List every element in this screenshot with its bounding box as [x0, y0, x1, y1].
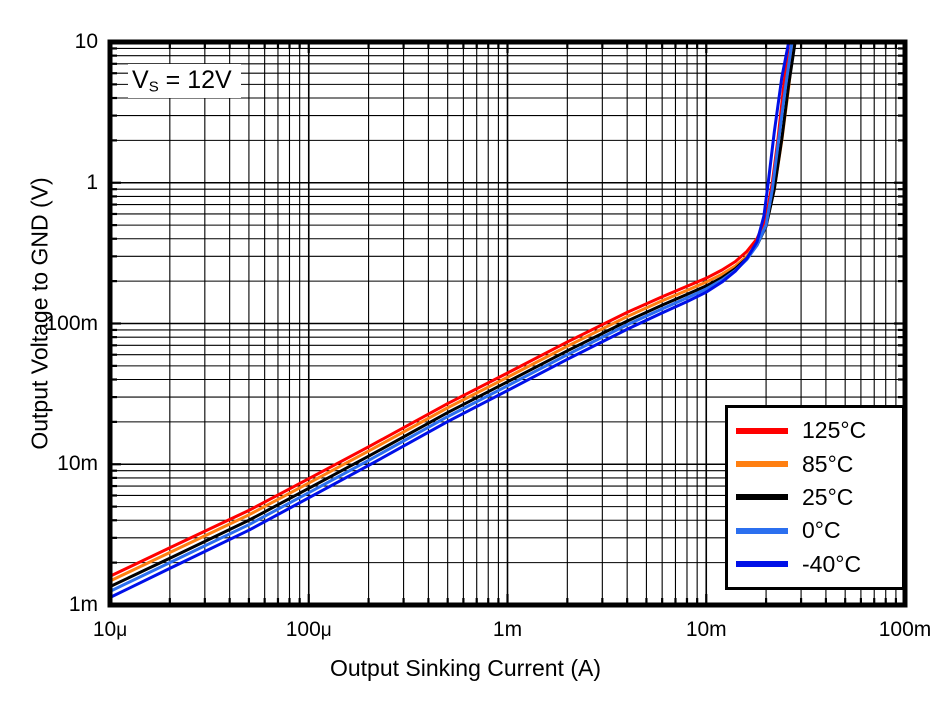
y-tick-label: 1: [86, 170, 98, 194]
x-tick-value: 1m: [492, 618, 523, 641]
y-tick-label: 10m: [57, 452, 98, 476]
x-tick-label: 100μ: [286, 618, 332, 642]
legend-swatch-25c: [736, 494, 788, 501]
x-tick-unit-prefix: μ: [320, 620, 332, 641]
axis-ticks: [108, 40, 907, 607]
legend-label-0c: 0°C: [802, 517, 841, 544]
y-tick-label: 1m: [68, 593, 98, 616]
legend-label-85c: 85°C: [802, 450, 854, 477]
x-tick-unit-prefix: μ: [116, 620, 128, 641]
legend-swatch-m40c: [736, 561, 788, 568]
legend-label-125c: 125°C: [802, 417, 867, 444]
annotation-subscript: S: [148, 78, 159, 96]
x-tick-label: 10μ: [93, 618, 127, 642]
x-tick-label: 10m: [686, 618, 727, 642]
legend-swatch-125c: [736, 427, 788, 434]
y-tick-label: 100m: [45, 311, 98, 335]
legend-item: 85°C: [728, 449, 902, 479]
x-tick-value: 10m: [685, 618, 727, 641]
x-axis-title: Output Sinking Current (A): [329, 655, 601, 681]
legend: 125°C 85°C 25°C 0°C -40°C: [725, 405, 905, 590]
series-line-40c: [108, 40, 791, 600]
legend-item: 25°C: [728, 482, 902, 512]
legend-label-m40c: -40°C: [802, 550, 862, 577]
x-tick-value: 100: [285, 618, 321, 641]
x-tick-value: 10: [92, 618, 117, 641]
series-group: [108, 40, 797, 600]
x-tick-value: 100m: [878, 618, 931, 641]
legend-label-25c: 25°C: [802, 483, 854, 510]
y-tick-label: 10: [74, 30, 98, 53]
x-tick-label: 1m: [493, 618, 522, 642]
series-line-0c: [108, 40, 794, 593]
annotation-suffix: = 12V: [158, 66, 232, 94]
legend-swatch-0c: [736, 527, 788, 534]
supply-voltage-annotation: VS = 12V: [128, 64, 241, 99]
x-tick-label: 100m: [879, 618, 931, 642]
legend-item: -40°C: [728, 549, 902, 579]
legend-item: 0°C: [728, 516, 902, 546]
legend-item: 125°C: [728, 416, 902, 446]
legend-swatch-85c: [736, 461, 788, 468]
annotation-prefix: V: [132, 66, 149, 94]
